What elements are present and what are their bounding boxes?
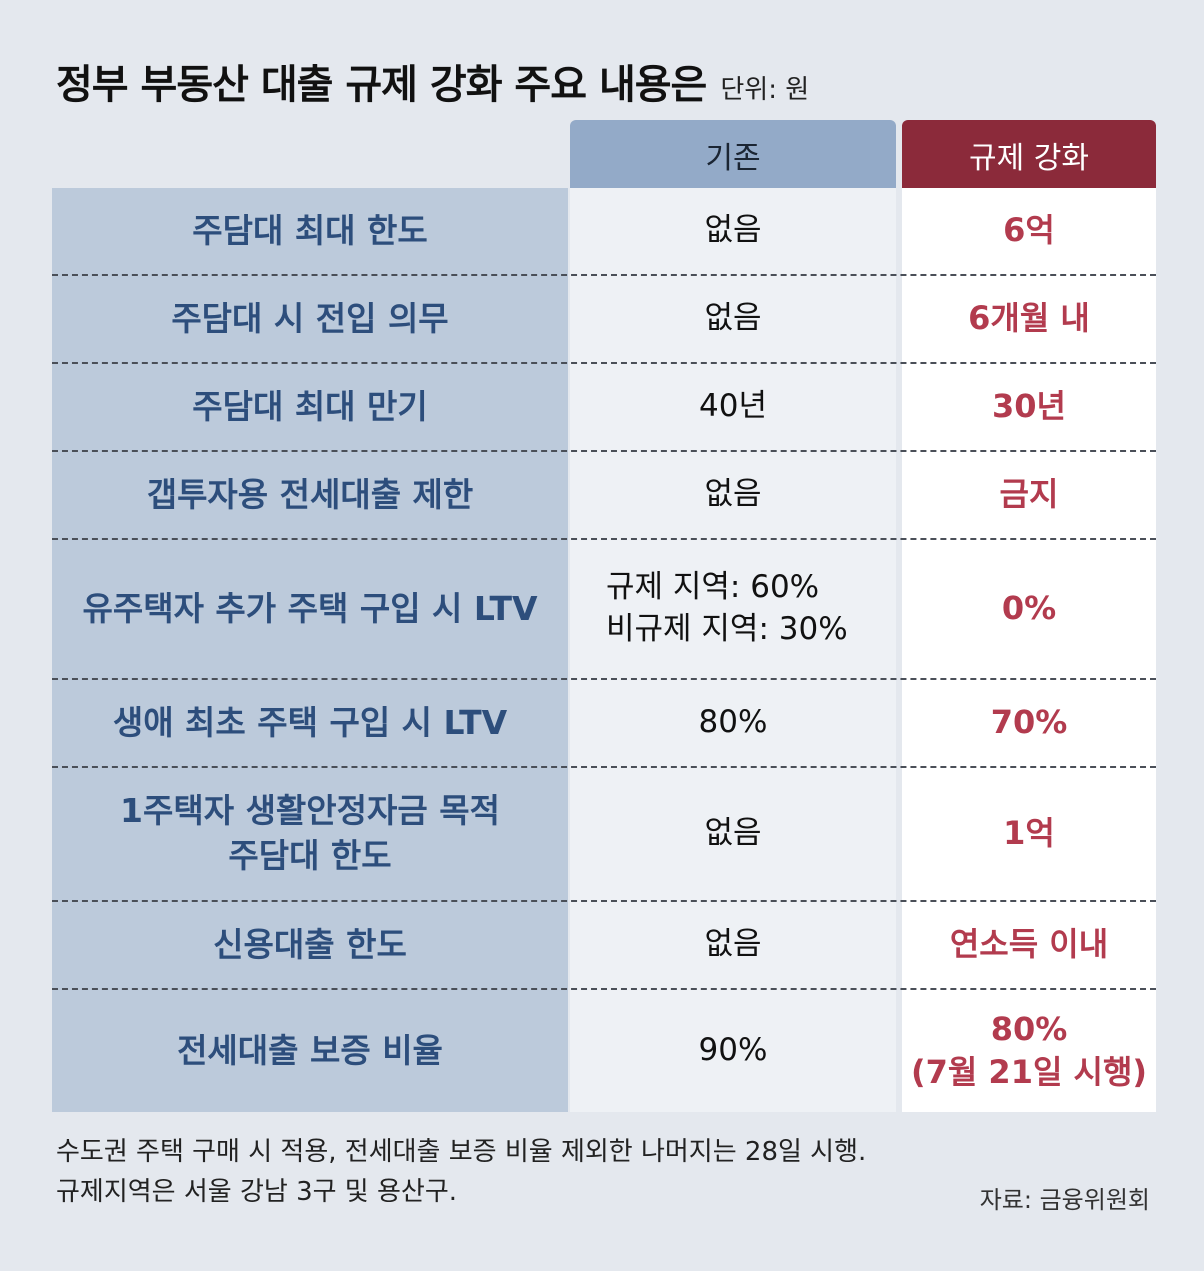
- row-label: 주담대 최대 한도: [52, 188, 568, 274]
- before-value: 없음: [570, 902, 896, 988]
- table-row: 주담대 최대 만기 40년 30년: [52, 364, 1156, 452]
- before-value: 90%: [570, 990, 896, 1112]
- title-row: 정부 부동산 대출 규제 강화 주요 내용은 단위: 원: [56, 52, 809, 110]
- row-label: 주담대 시 전입 의무: [52, 276, 568, 362]
- before-value: 40년: [570, 364, 896, 450]
- after-value: 80% (7월 21일 시행): [902, 990, 1156, 1112]
- after-value: 30년: [902, 364, 1156, 450]
- table-row: 전세대출 보증 비율 90% 80% (7월 21일 시행): [52, 990, 1156, 1112]
- after-value-line: 70%: [990, 703, 1068, 742]
- before-value: 규제 지역: 60% 비규제 지역: 30%: [570, 540, 896, 678]
- after-value: 6억: [902, 188, 1156, 274]
- row-label-line: 1주택자 생활안정자금 목적: [120, 791, 500, 831]
- after-value-line: 30년: [992, 387, 1066, 426]
- after-value: 1억: [902, 768, 1156, 900]
- before-value-line: 없음: [704, 476, 762, 513]
- row-label: 주담대 최대 만기: [52, 364, 568, 450]
- table-row: 생애 최초 주택 구입 시 LTV 80% 70%: [52, 680, 1156, 768]
- before-value-line: 90%: [698, 1032, 768, 1069]
- after-column-bg: [902, 188, 1156, 1112]
- after-value: 6개월 내: [902, 276, 1156, 362]
- before-value: 없음: [570, 276, 896, 362]
- before-value-line: 없음: [704, 212, 762, 249]
- after-value: 70%: [902, 680, 1156, 766]
- before-value-line: 없음: [704, 815, 762, 852]
- table-row: 주담대 최대 한도 없음 6억: [52, 188, 1156, 276]
- row-label: 전세대출 보증 비율: [52, 990, 568, 1112]
- before-value: 없음: [570, 768, 896, 900]
- before-value: 없음: [570, 188, 896, 274]
- after-value: 연소득 이내: [902, 902, 1156, 988]
- row-label-line: 유주택자 추가 주택 구입 시 LTV: [82, 588, 538, 628]
- table-body: 주담대 최대 한도 없음 6억 주담대 시 전입 의무 없음 6개월 내 주담대 최대 만기…: [52, 188, 1156, 1112]
- footnote-line: 규제지역은 서울 강남 3구 및 용산구.: [56, 1177, 458, 1208]
- table-row: 유주택자 추가 주택 구입 시 LTV 규제 지역: 60% 비규제 지역: 30%…: [52, 540, 1156, 680]
- row-label-line: 갭투자용 전세대출 제한: [146, 474, 474, 514]
- row-label-line: 주담대 최대 만기: [192, 386, 428, 426]
- before-column-bg: [570, 188, 896, 1112]
- column-header-after: 규제 강화: [902, 120, 1156, 190]
- table-header: 기존 규제 강화: [52, 120, 1156, 190]
- row-label-line: 주담대 한도: [228, 836, 392, 875]
- row-label-line: 신용대출 한도: [213, 924, 407, 964]
- before-value-line: 없음: [704, 300, 762, 337]
- after-value-line: (7월 21일 시행): [910, 1053, 1148, 1091]
- source-credit: 자료: 금융위원회: [979, 1186, 1150, 1214]
- row-label-line: 전세대출 보증 비율: [177, 1030, 443, 1070]
- before-value-line: 40년: [699, 388, 767, 425]
- after-value-line: 6억: [1003, 211, 1055, 250]
- row-label: 갭투자용 전세대출 제한: [52, 452, 568, 538]
- row-label: 신용대출 한도: [52, 902, 568, 988]
- footnotes: 수도권 주택 구매 시 적용, 전세대출 보증 비율 제외한 나머지는 28일 …: [56, 1132, 1156, 1213]
- after-value-line: 0%: [1001, 589, 1057, 628]
- after-value-line: 연소득 이내: [949, 925, 1109, 964]
- before-value: 없음: [570, 452, 896, 538]
- after-value-line: 6개월 내: [968, 299, 1090, 338]
- row-label: 생애 최초 주택 구입 시 LTV: [52, 680, 568, 766]
- before-value-line: 비규제 지역: 30%: [606, 611, 848, 647]
- after-value-line: 80%: [990, 1009, 1068, 1048]
- before-value-line: 없음: [704, 926, 762, 963]
- row-label-line: 주담대 시 전입 의무: [171, 298, 449, 338]
- row-label-line: 주담대 최대 한도: [192, 210, 428, 250]
- after-value-line: 1억: [1003, 814, 1055, 853]
- column-header-before: 기존: [570, 120, 896, 190]
- before-value-line: 규제 지역: 60%: [606, 569, 820, 606]
- after-value-line: 금지: [999, 475, 1059, 514]
- label-column-bg: [52, 188, 568, 1112]
- after-value: 금지: [902, 452, 1156, 538]
- unit-label: 단위: 원: [720, 75, 810, 105]
- after-value: 0%: [902, 540, 1156, 678]
- table-row: 신용대출 한도 없음 연소득 이내: [52, 902, 1156, 990]
- row-label: 유주택자 추가 주택 구입 시 LTV: [52, 540, 568, 678]
- before-value: 80%: [570, 680, 896, 766]
- before-value-line: 80%: [698, 704, 768, 741]
- table-row: 주담대 시 전입 의무 없음 6개월 내: [52, 276, 1156, 364]
- table-row: 갭투자용 전세대출 제한 없음 금지: [52, 452, 1156, 540]
- page-title: 정부 부동산 대출 규제 강화 주요 내용은: [56, 62, 707, 108]
- footnote-line: 수도권 주택 구매 시 적용, 전세대출 보증 비율 제외한 나머지는 28일 …: [56, 1137, 867, 1167]
- row-label-line: 생애 최초 주택 구입 시 LTV: [112, 702, 508, 742]
